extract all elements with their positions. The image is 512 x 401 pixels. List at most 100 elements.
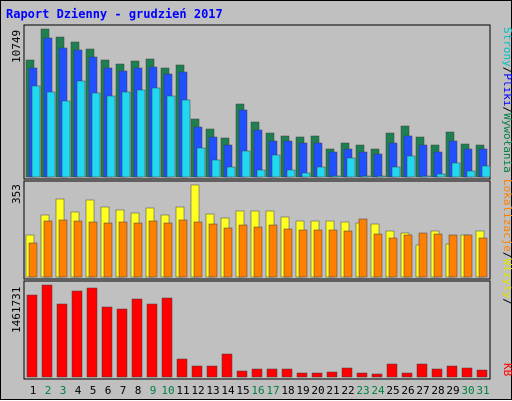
chart-title: Raport Dzienny - grudzień 2017: [6, 7, 223, 21]
day-label-5: 5: [90, 384, 97, 397]
day-label-31: 31: [476, 384, 489, 397]
panel-kb-bars: [26, 284, 488, 378]
bar-kb-0-day-27: [416, 363, 428, 378]
bar-visits-1-day-9: [148, 220, 158, 278]
bar-kb-0-day-5: [86, 287, 98, 378]
bar-visits-1-day-16: [253, 226, 263, 278]
day-label-26: 26: [401, 384, 414, 397]
bar-hits-1-day-23: [358, 151, 368, 178]
bar-visits-1-day-14: [223, 227, 233, 278]
bar-hits-2-day-5: [91, 92, 101, 178]
day-label-18: 18: [281, 384, 294, 397]
bar-visits-1-day-20: [313, 229, 323, 278]
bar-hits-2-day-14: [226, 166, 236, 178]
bar-visits-1-day-11: [178, 219, 188, 278]
bar-kb-0-day-23: [356, 372, 368, 378]
bar-hits-2-day-12: [196, 147, 206, 178]
bar-kb-0-day-17: [266, 368, 278, 378]
bar-visits-1-day-18: [283, 228, 293, 278]
panel-kb-max-label: 1461731: [10, 287, 23, 333]
day-label-23: 23: [356, 384, 369, 397]
bar-kb-0-day-2: [41, 284, 53, 378]
bar-kb-0-day-20: [311, 372, 323, 378]
bar-visits-1-day-6: [103, 222, 113, 278]
bar-hits-2-day-18: [286, 169, 296, 178]
legend-hits-files-pages: Strony/Pliki/Wywołania: [501, 27, 512, 173]
day-label-6: 6: [105, 384, 112, 397]
day-label-15: 15: [236, 384, 249, 397]
bar-hits-1-day-27: [418, 144, 428, 178]
bar-kb-0-day-6: [101, 306, 113, 378]
panel-hits-bars: [25, 28, 491, 178]
bar-hits-2-day-31: [481, 165, 491, 178]
legend-top-item-1: /: [501, 67, 512, 74]
bar-hits-2-day-17: [271, 154, 281, 178]
legend-middle-item-3: /: [501, 298, 512, 305]
bar-kb-0-day-9: [146, 303, 158, 378]
bar-visits-1-day-2: [43, 220, 53, 278]
legend-middle-item-1: /: [501, 252, 512, 259]
legend-top-item-2: Pliki: [501, 73, 512, 106]
panel-visits-bars: [25, 184, 488, 278]
bar-hits-2-day-11: [181, 99, 191, 178]
day-label-4: 4: [75, 384, 82, 397]
day-label-16: 16: [251, 384, 264, 397]
bar-hits-2-day-30: [466, 170, 476, 178]
panel-hits-frame: [23, 24, 491, 180]
day-label-27: 27: [416, 384, 429, 397]
bar-hits-2-day-9: [151, 87, 161, 178]
bar-hits-1-day-28: [433, 151, 443, 178]
legend-bottom-item-0: KB: [501, 363, 512, 377]
day-label-7: 7: [120, 384, 127, 397]
bar-kb-0-day-13: [206, 365, 218, 378]
bar-visits-1-day-24: [373, 233, 383, 278]
day-label-14: 14: [221, 384, 235, 397]
day-label-1: 1: [30, 384, 37, 397]
legend-top-item-3: /: [501, 107, 512, 114]
bar-visits-1-day-19: [298, 229, 308, 278]
bar-hits-2-day-28: [436, 173, 446, 178]
bar-visits-1-day-3: [58, 219, 68, 278]
bar-visits-1-day-27: [418, 232, 428, 278]
bar-kb-0-day-25: [386, 363, 398, 378]
bar-visits-1-day-17: [268, 224, 278, 278]
bar-kb-0-day-22: [341, 367, 353, 378]
bar-kb-0-day-21: [326, 371, 338, 378]
bar-kb-0-day-3: [56, 303, 68, 378]
bar-hits-2-day-3: [61, 100, 71, 178]
day-label-20: 20: [311, 384, 324, 397]
bar-kb-0-day-24: [371, 373, 383, 378]
legend-top-item-0: Strony: [501, 27, 512, 67]
day-label-8: 8: [135, 384, 142, 397]
legend-visits-sites: Lokalizacje/Wizyty/: [501, 179, 512, 305]
panel-kb-frame: [23, 280, 491, 380]
bar-hits-1-day-24: [373, 153, 383, 178]
bar-kb-0-day-11: [176, 358, 188, 378]
bar-hits-1-day-19: [298, 142, 308, 178]
bar-hits-2-day-25: [391, 166, 401, 178]
bar-visits-1-day-29: [448, 234, 458, 278]
bar-kb-0-day-26: [401, 372, 413, 378]
bar-hits-2-day-29: [451, 162, 461, 178]
day-label-12: 12: [191, 384, 204, 397]
bar-visits-1-day-28: [433, 233, 443, 278]
bar-hits-2-day-1: [31, 85, 41, 178]
bar-visits-1-day-7: [118, 221, 128, 278]
bar-kb-0-day-31: [476, 369, 488, 378]
bar-visits-1-day-15: [238, 224, 248, 278]
day-label-22: 22: [341, 384, 354, 397]
bar-hits-2-day-15: [241, 150, 251, 178]
bar-kb-0-day-19: [296, 372, 308, 378]
bar-hits-2-day-26: [406, 155, 416, 178]
day-label-17: 17: [266, 384, 279, 397]
day-label-10: 10: [161, 384, 174, 397]
bar-kb-0-day-14: [221, 353, 233, 378]
legend-middle-item-0: Lokalizacje: [501, 179, 512, 252]
bar-visits-1-day-5: [88, 221, 98, 278]
bar-visits-1-day-4: [73, 220, 83, 278]
bar-kb-0-day-30: [461, 367, 473, 378]
bar-kb-0-day-10: [161, 297, 173, 378]
bar-hits-2-day-21: [331, 175, 341, 178]
bar-hits-2-day-22: [346, 157, 356, 178]
